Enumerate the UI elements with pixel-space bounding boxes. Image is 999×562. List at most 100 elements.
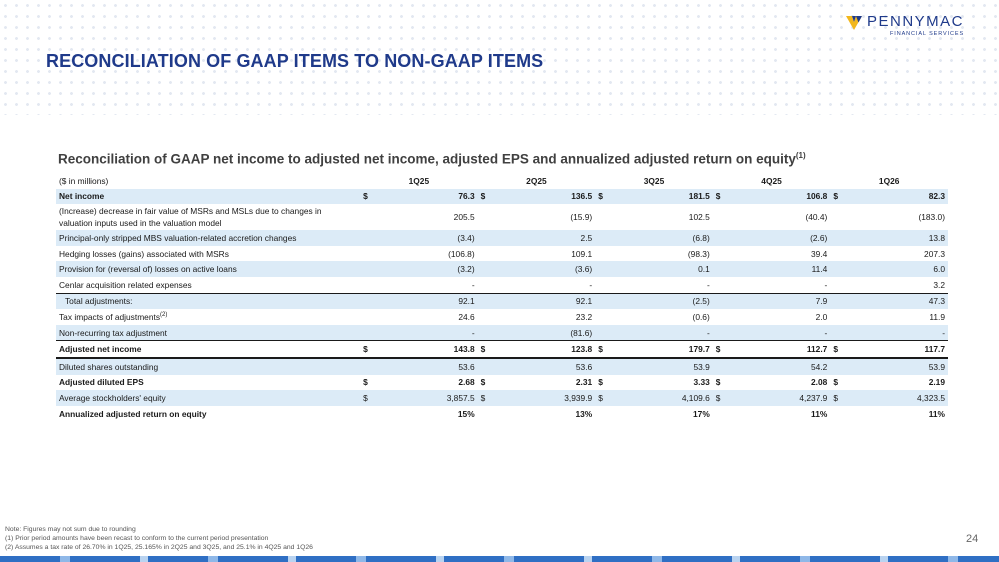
row-label: Total adjustments: [56,292,361,310]
cell-value: 47.3 [846,292,948,310]
cell-value: 3.33 [693,377,710,388]
cell-value: 11% [811,408,828,419]
footnote-2: (2) Assumes a tax rate of 26.70% in 1Q25… [5,544,313,551]
dollar-sign: $ [363,377,368,388]
table-header-row: ($ in millions) 1Q25 2Q25 3Q25 4Q25 1Q26 [56,173,948,189]
cell-value: (40.4) [805,211,828,222]
footnote-ref: (2) [160,312,168,319]
cell-value: 39.4 [811,248,828,259]
cell-value: (81.6) [493,324,596,341]
dollar-sign: $ [598,377,603,388]
cell-value: 112.7 [728,340,831,359]
dollar-sign: $ [360,188,377,205]
row-label: Provision for (reversal of) losses on ac… [56,261,361,277]
row-label-text: Tax impacts of adjustments [59,311,161,322]
cell-value: 82.3 [846,188,948,205]
cell-value: 2.0 [815,311,828,322]
table-row-principal-only-mbs: Principal-only stripped MBS valuation-re… [56,230,948,246]
dollar-sign: $ [477,340,494,359]
period-header: 3Q25 [643,175,665,186]
dollar-sign: $ [833,377,838,388]
cell-value: 17% [693,408,710,419]
cell-value: (2.6) [728,230,831,246]
period-header: 1Q26 [878,175,900,186]
cell-value: 53.9 [611,357,713,375]
row-label: Non-recurring tax adjustment [56,324,361,341]
table-row-non-recurring-tax: Non-recurring tax adjustment - (81.6) - … [56,324,948,341]
cell-value: 15% [457,408,475,419]
dollar-sign: $ [712,340,729,359]
cell-value: - [706,279,710,290]
brand-name: PENNYMAC [867,13,965,30]
cell-value: (6.8) [611,230,713,246]
cell-value: 23.2 [575,311,593,322]
table-row-annualized-roe: Annualized adjusted return on equity 15%… [56,406,948,422]
cell-value: 179.7 [611,340,713,359]
cell-value: 2.08 [811,377,828,388]
table-row-adjusted-net-income: Adjusted net income $ 143.8 $ 123.8 $ 17… [56,340,948,359]
table-row-total-adjustments: Total adjustments: 92.1 92.1 (2.5) 7.9 4… [56,292,948,310]
cell-value: 102.5 [688,211,710,222]
row-label: (Increase) decrease in fair value of MSR… [59,205,322,229]
cell-value: 13% [575,408,593,419]
cell-value: 53.6 [376,357,478,375]
period-header: 4Q25 [761,175,782,186]
table-row-provision: Provision for (reversal of) losses on ac… [56,261,948,277]
cell-value: 136.5 [493,188,596,205]
dollar-sign: $ [480,377,486,388]
cell-value: 4,323.5 [846,390,948,406]
row-label: Net income [56,188,361,205]
cell-value: (3.2) [376,261,478,277]
cell-value: 3.2 [933,279,945,290]
page-title: RECONCILIATION OF GAAP ITEMS TO NON-GAAP… [46,51,544,71]
dollar-sign: $ [830,340,847,359]
table-row-adjusted-eps: Adjusted diluted EPS $ 2.68 $ 2.31 $ 3.3… [56,375,948,391]
table-row-tax-impacts: Tax impacts of adjustments(2) 24.6 23.2 … [56,309,948,325]
table-title: Reconciliation of GAAP net income to adj… [58,151,806,167]
cell-value: (3.4) [376,230,478,246]
cell-value: 2.68 [458,377,475,388]
cell-value: 2.5 [493,230,596,246]
cell-value: 181.5 [611,188,713,205]
reconciliation-table: ($ in millions) 1Q25 2Q25 3Q25 4Q25 1Q26… [56,173,948,421]
cell-value: (0.6) [692,311,710,322]
row-label: Adjusted net income [56,340,361,359]
cell-value: 13.8 [846,230,948,246]
cell-value: 11.4 [728,261,831,277]
row-label: Tax impacts of adjustments(2) [56,309,360,325]
cell-value: 4,237.9 [728,390,831,406]
cell-value: (98.3) [687,248,710,259]
cell-value: - [589,279,593,290]
row-label: Hedging losses (gains) associated with M… [59,248,229,259]
cell-value: (15.9) [570,211,593,222]
cell-value: - [846,324,948,341]
cell-value: 109.1 [571,248,593,259]
table-row-net-income: Net income $ 76.3 $ 136.5 $ 181.5 $ 106.… [56,188,948,205]
table-row-diluted-shares: Diluted shares outstanding 53.6 53.6 53.… [56,357,948,375]
pennymac-chevron-icon [846,16,862,30]
brand-tagline: FINANCIAL SERVICES [890,31,965,37]
cell-value: 53.9 [846,357,948,375]
cell-value: 6.0 [846,261,948,277]
dollar-sign: $ [712,390,729,406]
period-header: 1Q25 [408,175,430,186]
dollar-sign: $ [712,188,729,205]
dollar-sign: $ [360,340,377,359]
table-row-cenlar: Cenlar acquisition related expenses - - … [56,277,948,293]
page-number: 24 [966,533,979,545]
unit-label: ($ in millions) [59,175,109,186]
period-header: 2Q25 [526,175,547,186]
table-title-text: Reconciliation of GAAP net income to adj… [58,151,796,167]
dollar-sign: $ [477,390,494,406]
cell-value: - [824,279,828,290]
footnotes: Note: Figures may not sum due to roundin… [5,525,313,552]
row-label: Principal-only stripped MBS valuation-re… [56,230,361,246]
cell-value: 207.3 [924,248,945,259]
cell-value: (106.8) [448,248,475,259]
cell-value: 4,109.6 [611,390,713,406]
bottom-accent-bar [0,556,999,562]
cell-value: (183.0) [918,211,945,222]
cell-value: 106.8 [728,188,831,205]
cell-value: 2.19 [928,377,945,388]
cell-value: 7.9 [728,292,831,310]
